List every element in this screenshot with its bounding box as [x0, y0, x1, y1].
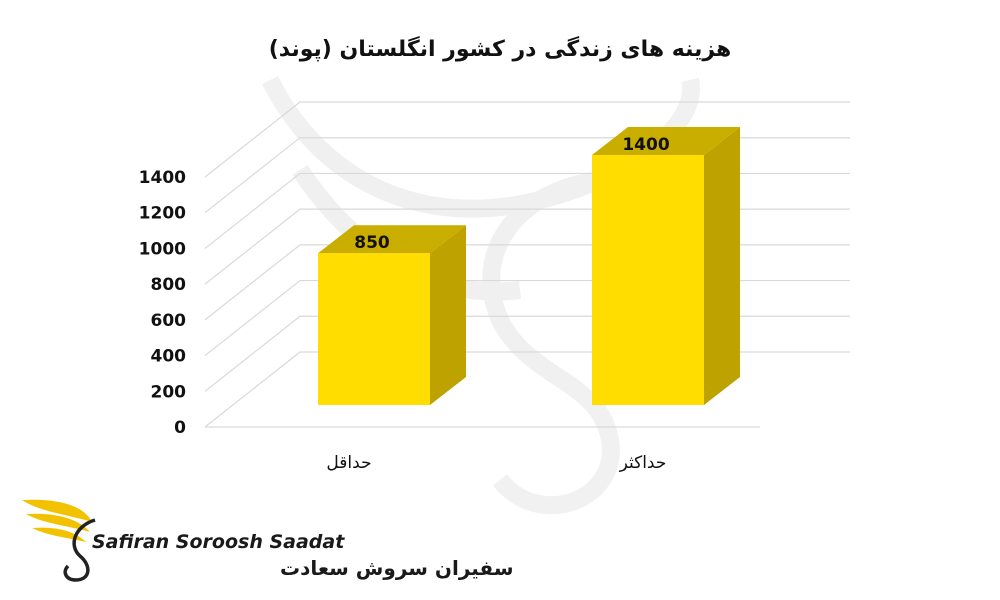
y-tick-label: 800: [151, 275, 187, 295]
bar-front: [318, 253, 430, 405]
golden-wing-s-logo-icon: [22, 499, 96, 582]
brand-name-fa: سفیران سروش سعادت: [280, 556, 514, 580]
y-tick-label: 200: [151, 382, 187, 402]
bar-side: [430, 225, 466, 405]
y-axis-ticks: 0 200 400 600 800 1000 1200 1400: [139, 168, 186, 438]
bar-front: [592, 155, 704, 405]
gridline: [204, 208, 850, 285]
bar: [318, 225, 466, 405]
y-tick-label: 1000: [139, 239, 186, 259]
bar-top: [592, 127, 740, 155]
gridline: [204, 101, 850, 178]
bar-value-label: 1400: [622, 135, 669, 155]
y-tick-label: 1400: [139, 168, 186, 188]
bar-value-label: 850: [354, 233, 390, 253]
bars: 850 حداقل 1400 حداکثر: [318, 127, 740, 473]
bar-side: [704, 127, 740, 405]
bar-top: [318, 225, 466, 254]
y-tick-label: 0: [174, 418, 186, 438]
brand-logo: Safiran Soroosh Saadat سفیران سروش سعادت: [22, 499, 514, 582]
category-label: حداکثر: [619, 453, 667, 473]
y-tick-label: 1200: [139, 204, 186, 224]
chart-title: هزینه های زندگی در کشور انگلستان (پوند): [269, 35, 732, 62]
y-tick-label: 600: [151, 311, 187, 331]
gridline: [204, 244, 850, 321]
brand-name-en: Safiran Soroosh Saadat: [92, 531, 345, 553]
category-label: حداقل: [326, 453, 371, 473]
bar: [592, 127, 740, 405]
y-tick-label: 400: [151, 347, 187, 367]
gridlines: [204, 101, 850, 428]
